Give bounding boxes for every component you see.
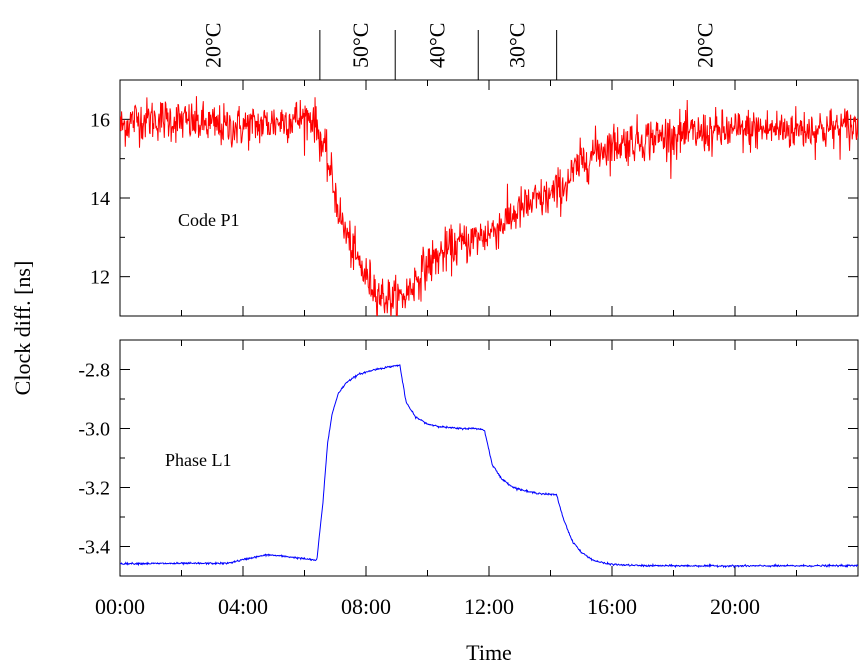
phase-l1-series-0 [120,364,858,569]
temperature-label: 50°C [348,23,373,68]
x-tick-label: 12:00 [464,594,514,619]
phase-l1-annotation: Phase L1 [165,450,232,470]
phase-l1-panel: -3.4 -3.2 -3.0 -2.8 00:00 04:00 08:00 12:00 16:0… [78,339,859,619]
temperature-zones: 20°C 50°C 40°C 30°C 20°C [200,23,717,80]
code-p1-series-0 [120,96,858,316]
phase-l1-ytick-label: -3.0 [78,419,110,441]
temperature-label: 20°C [692,23,717,68]
code-p1-ytick-label: 16 [90,109,110,131]
x-tick-label: 00:00 [95,594,145,619]
code-p1-ytick-label: 12 [90,267,110,289]
code-p1-ytick-label: 14 [90,188,110,210]
x-tick-label: 04:00 [218,594,268,619]
x-axis-label: Time [466,640,512,665]
code-p1-annotation: Code P1 [178,210,240,230]
phase-l1-ytick-label: -3.2 [78,478,110,500]
temperature-label: 40°C [425,23,450,68]
y-axis-label: Clock diff. [ns] [10,261,35,396]
x-tick-label: 16:00 [587,594,637,619]
code-p1-plot-frame [119,79,859,317]
phase-l1-ytick-label: -2.8 [78,360,110,382]
phase-l1-ytick-label: -3.4 [78,537,110,559]
x-tick-label: 20:00 [710,594,760,619]
temperature-label: 30°C [505,23,530,68]
x-tick-label: 08:00 [341,594,391,619]
temperature-label: 20°C [200,23,225,68]
code-p1-panel: 12 14 16 Code P1 [90,79,859,317]
